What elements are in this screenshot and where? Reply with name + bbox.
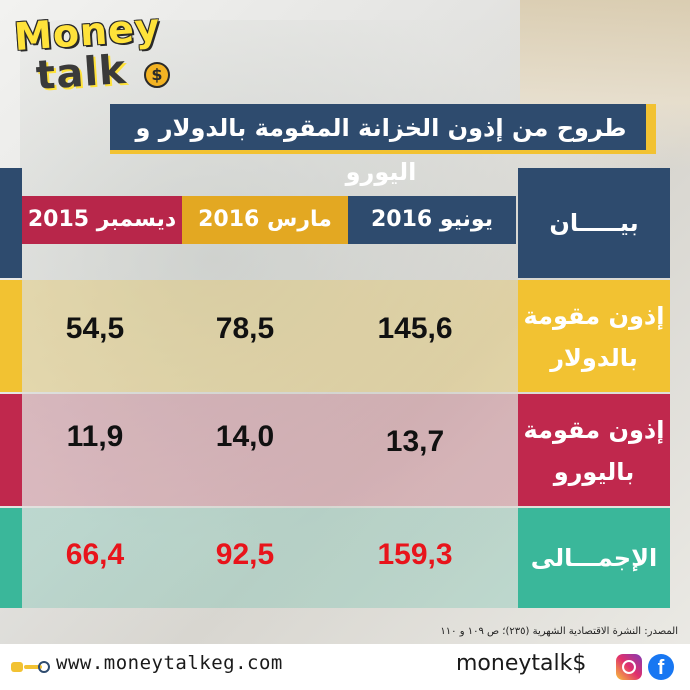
row-label-cell-dollar: إذون مقومة بالدولار	[518, 280, 670, 392]
facebook-icon[interactable]: f	[648, 654, 674, 680]
money-talk-logo: Money talk $	[13, 5, 174, 110]
value-euro-march-2016: 14,0	[215, 420, 275, 453]
value-total-june-2016: 159,3	[377, 538, 453, 571]
column-header-june-2016: يونيو 2016	[348, 196, 516, 244]
footer-bar: www.moneytalkeg.com moneytalk$ f	[0, 644, 690, 690]
column-header-text: يونيو 2016	[371, 207, 493, 232]
value-euro-june-2016: 13,7	[385, 425, 445, 458]
click-icon	[11, 661, 50, 673]
logo-talk-text: talk	[34, 46, 128, 100]
left-edge-dollar	[0, 280, 22, 392]
row-label-line1: إذون مقومة	[523, 302, 665, 330]
row-label-line1: إذون مقومة	[523, 416, 665, 444]
brand-handle: moneytalk$	[456, 651, 587, 676]
row-header-label: بيـــــان	[549, 209, 639, 237]
value-euro-december-2015: 11,9	[66, 420, 124, 453]
row-band-euro	[0, 394, 520, 506]
website-link[interactable]: www.moneytalkeg.com	[56, 652, 283, 674]
row-band-total	[0, 508, 520, 608]
column-header-march-2016: مارس 2016	[182, 196, 348, 244]
column-header-text: مارس 2016	[198, 207, 332, 232]
instagram-icon[interactable]	[616, 654, 642, 680]
row-band-dollar	[0, 280, 520, 392]
logo-coin-icon: $	[144, 62, 170, 88]
column-header-december-2015: ديسمبر 2015	[22, 196, 182, 244]
value-total-december-2015: 66,4	[65, 538, 125, 571]
row-label-total: الإجمـــالى	[530, 544, 658, 572]
title-bar	[110, 104, 656, 154]
row-label-cell-total: الإجمـــالى	[518, 508, 670, 608]
column-header-text: ديسمبر 2015	[27, 207, 177, 232]
left-edge-total	[0, 508, 22, 608]
chart-title: طروح من إذون الخزانة المقومة بالدولار و …	[135, 114, 627, 186]
row-header-cell: بيـــــان	[518, 168, 670, 278]
value-dollar-december-2015: 54,5	[65, 312, 125, 345]
row-label-line2: باليورو	[553, 458, 635, 486]
row-label-cell-euro: إذون مقومة باليورو	[518, 394, 670, 506]
row-label-line2: بالدولار	[550, 344, 638, 372]
left-edge-euro	[0, 394, 22, 506]
left-edge-header	[0, 168, 22, 278]
value-dollar-june-2016: 145,6	[377, 312, 453, 345]
value-dollar-march-2016: 78,5	[215, 312, 275, 345]
value-total-march-2016: 92,5	[215, 538, 275, 571]
source-note: المصدر: النشرة الاقتصادية الشهرية (٢٣٥)؛…	[440, 626, 678, 637]
